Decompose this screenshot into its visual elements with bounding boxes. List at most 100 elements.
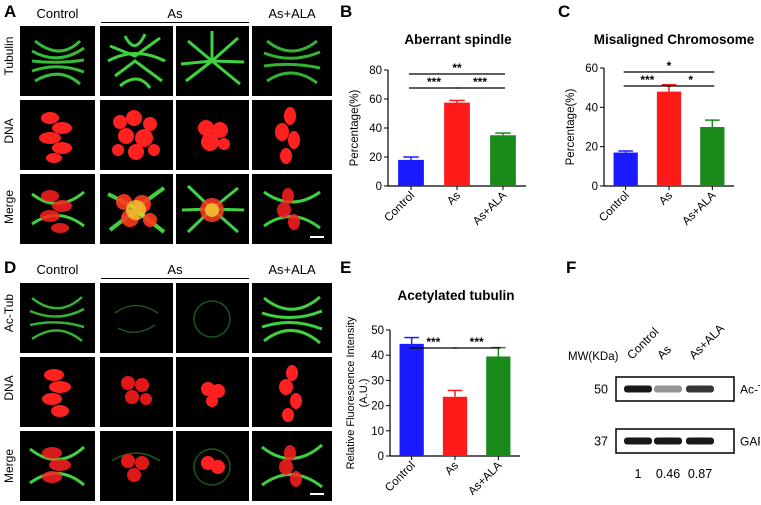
lane-label-control: Control	[624, 325, 661, 362]
d-actub-as2-image	[176, 283, 249, 353]
protein-label: GAPDH	[740, 435, 760, 449]
d-merge-as1-image	[100, 431, 173, 501]
bar-control	[398, 159, 424, 186]
a-tubulin-as-ala-image	[252, 26, 332, 96]
x-tick-label: Control	[382, 190, 417, 225]
a-merge-as1-image	[100, 174, 173, 244]
a-merge-as2-image	[176, 174, 249, 244]
significance-label: *	[667, 59, 672, 73]
a-merge-as-ala-image	[252, 174, 332, 244]
a-merge-control-image	[20, 174, 95, 244]
y-tick-label: 0	[376, 181, 382, 193]
lane-label-as: As	[654, 342, 674, 362]
d-dna-as2-image	[176, 357, 249, 427]
bar-as	[442, 396, 468, 456]
a-tubulin-control-image	[20, 26, 95, 96]
panel-letter-c: C	[558, 2, 570, 21]
a-tubulin-as2-image	[176, 26, 249, 96]
a-dna-as1-image	[100, 100, 173, 170]
blot-band	[624, 437, 652, 445]
a-tubulin-as1-image	[100, 26, 173, 96]
band-ratio: 1	[635, 467, 642, 481]
y-tick-label: 60	[585, 63, 598, 75]
d-dna-as-ala-image	[252, 357, 332, 427]
bar-as-ala	[486, 356, 511, 456]
significance-label: ***	[470, 335, 484, 349]
y-tick-label: 40	[585, 102, 598, 114]
x-tick-label: As+ALA	[680, 189, 718, 227]
d-actub-as-ala-image	[252, 283, 332, 353]
blot-band	[624, 385, 652, 393]
lane-label-as-ala: As+ALA	[686, 321, 727, 362]
y-tick-label: 20	[371, 401, 384, 413]
significance-label: *	[688, 73, 693, 87]
panel-d-col-control: Control	[36, 262, 79, 277]
panel-d-as-rule	[101, 278, 249, 279]
y-tick-label: 50	[371, 325, 384, 337]
x-tick-label: As	[445, 189, 463, 207]
d-actub-as1-image	[100, 283, 173, 353]
panel-c-chart: C Misaligned Chromosome Percentage(%) 0 20 40…	[558, 2, 755, 228]
a-scale-bar	[310, 236, 324, 238]
protein-label: Ac-Tub	[740, 383, 760, 397]
mw-marker: 50	[594, 383, 608, 397]
significance-label: ***	[640, 73, 654, 87]
panel-d-col-as-ala: As+ALA	[268, 262, 316, 277]
chart-title: Misaligned Chromosome	[594, 32, 755, 47]
a-dna-control-image	[20, 100, 95, 170]
panel-letter-b: B	[340, 2, 352, 21]
significance-label: **	[452, 61, 462, 75]
panel-e-chart: E Acetylated tubulin Relative Fluorescence…	[340, 258, 520, 498]
y-axis-label: Relative Fluorescence Intensity(A.U.)	[345, 316, 370, 469]
d-merge-control-image	[20, 431, 95, 501]
blot-band	[686, 385, 714, 393]
panel-a-row-dna: DNA	[2, 118, 16, 144]
y-tick-label: 20	[369, 152, 382, 164]
x-tick-label: Control	[597, 190, 632, 225]
d-dna-as1-image	[100, 357, 173, 427]
band-ratio: 0.87	[688, 467, 712, 481]
panel-b-chart: B Aberrant spindle Percentage(%) 0 20 40 60 80 C…	[340, 2, 526, 228]
band-ratio: 0.46	[656, 467, 680, 481]
panel-d-col-as: As	[167, 262, 183, 277]
y-tick-label: 40	[371, 350, 384, 362]
bar-as	[444, 102, 470, 186]
d-dna-control-image	[20, 357, 95, 427]
panel-letter-a: A	[4, 2, 17, 21]
significance-label: ***	[426, 335, 440, 349]
bar-control	[399, 343, 424, 456]
d-scale-bar	[310, 493, 324, 495]
x-tick-label: As+ALA	[466, 459, 504, 497]
panel-a-row-tubulin: Tubulin	[2, 36, 16, 76]
panel-d-row-merge: Merge	[2, 449, 16, 484]
y-tick-label: 40	[369, 123, 382, 135]
y-tick-label: 10	[371, 426, 384, 438]
y-axis-label-line: Relative Fluorescence Intensity	[345, 316, 357, 469]
y-tick-label: 60	[369, 94, 382, 106]
bar-as-ala	[490, 135, 516, 186]
chart-title: Aberrant spindle	[404, 32, 512, 47]
y-axis-label-line: (A.U.)	[358, 379, 370, 408]
y-axis-label: Percentage(%)	[565, 88, 577, 165]
panel-a-row-merge: Merge	[2, 190, 16, 225]
y-tick-label: 80	[369, 65, 382, 77]
y-tick-label: 30	[371, 375, 384, 387]
mw-marker: 37	[594, 435, 608, 449]
d-merge-as-ala-image	[252, 431, 332, 501]
chart-title: Acetylated tubulin	[397, 288, 514, 303]
x-tick-label: As+ALA	[471, 189, 509, 227]
mw-header: MW(KDa)	[568, 351, 619, 363]
panel-a-col-control: Control	[36, 6, 79, 21]
blot-band	[686, 437, 714, 445]
panel-f-western-blot: FMW(KDa)ControlAsAs+ALA50Ac-Tub37GAPDH10…	[566, 258, 760, 481]
blot-band	[654, 385, 682, 393]
d-actub-control-image	[20, 283, 95, 353]
bar-as	[656, 91, 682, 186]
y-tick-label: 0	[378, 451, 384, 463]
panel-a-as-rule	[101, 22, 249, 23]
x-tick-label: As	[657, 189, 675, 207]
significance-label: ***	[427, 75, 441, 89]
x-tick-label: Control	[383, 460, 418, 495]
d-merge-as2-image	[176, 431, 249, 501]
a-dna-as2-image	[176, 100, 249, 170]
